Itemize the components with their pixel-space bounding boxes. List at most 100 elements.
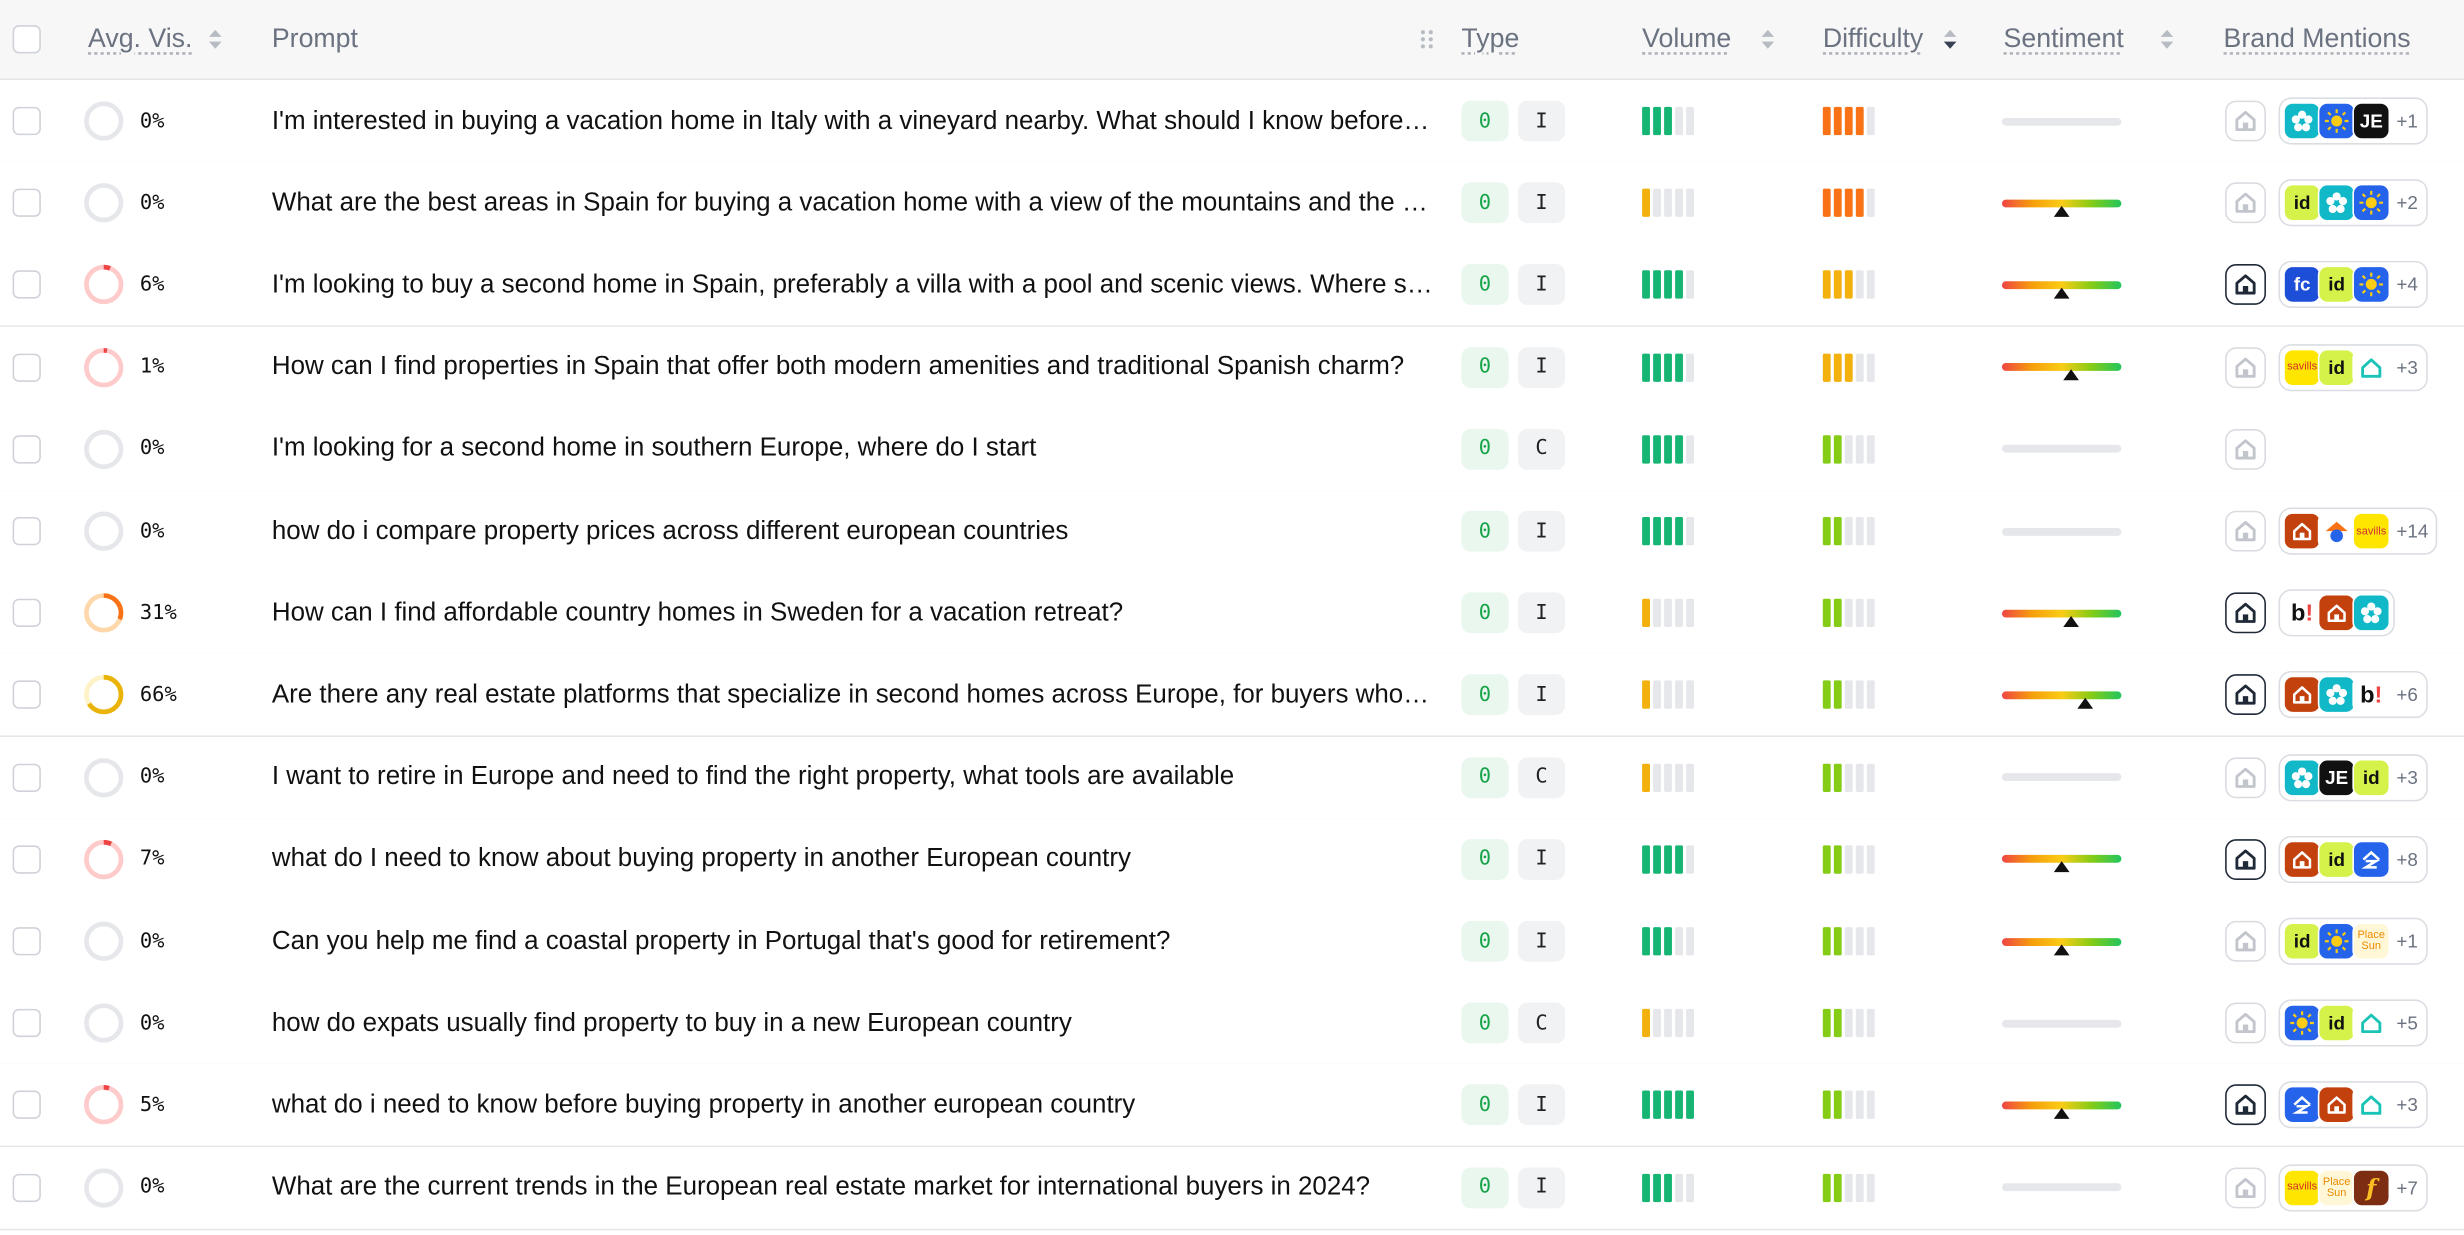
table-row[interactable]: 0% how do expats usually find property to… bbox=[0, 982, 2464, 1065]
row-checkbox[interactable] bbox=[13, 845, 41, 873]
brand-mentions-group[interactable]: id Place Sun +1 bbox=[2279, 918, 2428, 965]
header-sentiment[interactable]: Sentiment bbox=[2004, 0, 2175, 79]
own-brand-logo-icon[interactable] bbox=[2225, 1085, 2266, 1126]
table-row[interactable]: 0% I want to retire in Europe and need to… bbox=[0, 736, 2464, 819]
brand-mentions-group[interactable]: +3 bbox=[2279, 1082, 2428, 1129]
own-brand-logo-icon[interactable] bbox=[2225, 1167, 2266, 1208]
brand-mentions-group[interactable]: id +2 bbox=[2279, 179, 2428, 226]
level-bar bbox=[1845, 599, 1853, 627]
row-checkbox[interactable] bbox=[13, 1009, 41, 1037]
sort-icon[interactable] bbox=[2158, 28, 2174, 50]
table-row[interactable]: 5% what do i need to know before buying p… bbox=[0, 1064, 2464, 1147]
prompt-text[interactable]: how do expats usually find property to b… bbox=[272, 1008, 1435, 1038]
row-checkbox[interactable] bbox=[13, 189, 41, 217]
own-brand-logo-icon[interactable] bbox=[2225, 183, 2266, 224]
header-brand-mentions[interactable]: Brand Mentions bbox=[2224, 0, 2411, 79]
prompt-text[interactable]: How can I find properties in Spain that … bbox=[272, 352, 1435, 382]
table-row[interactable]: 66% Are there any real estate platforms t… bbox=[0, 654, 2464, 737]
prompt-text[interactable]: I'm interested in buying a vacation home… bbox=[272, 106, 1435, 136]
level-bar bbox=[1823, 107, 1831, 135]
brand-mentions-group[interactable]: b! bbox=[2279, 590, 2395, 637]
difficulty-bars bbox=[1823, 517, 1875, 545]
sentiment-gauge bbox=[2002, 363, 2121, 371]
brand-mentions-group[interactable]: id +8 bbox=[2279, 836, 2428, 883]
house-red-logo-icon bbox=[2318, 1086, 2356, 1124]
own-brand-logo-icon[interactable] bbox=[2225, 757, 2266, 798]
prompt-text[interactable]: I want to retire in Europe and need to f… bbox=[272, 762, 1435, 792]
row-checkbox[interactable] bbox=[13, 435, 41, 463]
brand-mentions-cell: b! +6 bbox=[2225, 654, 2427, 736]
prompt-text[interactable]: what do I need to know about buying prop… bbox=[272, 844, 1435, 874]
column-resize-handle[interactable] bbox=[1419, 0, 1435, 79]
own-brand-logo-icon[interactable] bbox=[2225, 429, 2266, 470]
table-row[interactable]: 0% What are the current trends in the Eur… bbox=[0, 1146, 2464, 1229]
row-checkbox[interactable] bbox=[13, 763, 41, 791]
row-checkbox[interactable] bbox=[13, 1091, 41, 1119]
sentiment-marker bbox=[2063, 369, 2079, 380]
prompt-text[interactable]: what do i need to know before buying pro… bbox=[272, 1090, 1435, 1120]
volume-bars bbox=[1642, 189, 1694, 217]
brand-mentions-group[interactable]: JE +1 bbox=[2279, 97, 2428, 144]
row-checkbox[interactable] bbox=[13, 517, 41, 545]
brand-mentions-group[interactable]: savills Place Sun f +7 bbox=[2279, 1164, 2428, 1211]
brand-mentions-group[interactable]: savills id +3 bbox=[2279, 343, 2428, 390]
table-row[interactable]: 0% Can you help me find a coastal propert… bbox=[0, 900, 2464, 983]
header-difficulty[interactable]: Difficulty bbox=[1823, 0, 1958, 79]
own-brand-logo-icon[interactable] bbox=[2225, 921, 2266, 962]
sort-icon[interactable] bbox=[1760, 28, 1776, 50]
prompt-text[interactable]: What are the best areas in Spain for buy… bbox=[272, 188, 1435, 218]
brand-mentions-group[interactable]: fc id +4 bbox=[2279, 261, 2428, 308]
own-brand-logo-icon[interactable] bbox=[2225, 839, 2266, 880]
level-bar bbox=[1834, 763, 1842, 791]
own-brand-logo-icon[interactable] bbox=[2225, 1003, 2266, 1044]
own-brand-logo-icon[interactable] bbox=[2225, 675, 2266, 716]
header-prompt[interactable]: Prompt bbox=[272, 0, 358, 79]
prompt-text[interactable]: I'm looking for a second home in souther… bbox=[272, 434, 1435, 464]
table-row[interactable]: 0% I'm looking for a second home in south… bbox=[0, 408, 2464, 491]
prompt-cell: what do i need to know before buying pro… bbox=[272, 1064, 1435, 1146]
own-brand-logo-icon[interactable] bbox=[2225, 347, 2266, 388]
header-volume[interactable]: Volume bbox=[1642, 0, 1775, 79]
prompt-text[interactable]: How can I find affordable country homes … bbox=[272, 598, 1435, 628]
prompt-text[interactable]: Can you help me find a coastal property … bbox=[272, 926, 1435, 956]
drag-handle-icon[interactable] bbox=[1419, 28, 1435, 50]
row-checkbox[interactable] bbox=[13, 681, 41, 709]
prompt-text[interactable]: Are there any real estate platforms that… bbox=[272, 680, 1435, 710]
select-all-checkbox[interactable] bbox=[13, 25, 41, 53]
brand-mentions-group[interactable]: JE id +3 bbox=[2279, 754, 2428, 801]
own-brand-logo-icon[interactable] bbox=[2225, 265, 2266, 306]
table-row[interactable]: 0% What are the best areas in Spain for b… bbox=[0, 162, 2464, 245]
prompt-text[interactable]: I'm looking to buy a second home in Spai… bbox=[272, 270, 1435, 300]
row-select-cell bbox=[13, 80, 41, 162]
row-checkbox[interactable] bbox=[13, 353, 41, 381]
brand-mentions-group[interactable]: b! +6 bbox=[2279, 672, 2428, 719]
row-checkbox[interactable] bbox=[13, 1173, 41, 1201]
row-checkbox[interactable] bbox=[13, 599, 41, 627]
row-checkbox[interactable] bbox=[13, 271, 41, 299]
level-bar bbox=[1686, 435, 1694, 463]
sort-icon[interactable] bbox=[208, 28, 224, 50]
prompt-text[interactable]: What are the current trends in the Europ… bbox=[272, 1172, 1435, 1202]
sort-desc-icon[interactable] bbox=[1942, 28, 1958, 50]
table-row[interactable]: 31% How can I find affordable country hom… bbox=[0, 572, 2464, 655]
table-row[interactable]: 0% I'm interested in buying a vacation ho… bbox=[0, 80, 2464, 163]
place-in-sun-logo-icon: Place Sun bbox=[2352, 922, 2390, 960]
table-row[interactable]: 6% I'm looking to buy a second home in Sp… bbox=[0, 244, 2464, 327]
brand-mentions-group[interactable]: id +5 bbox=[2279, 1000, 2428, 1047]
own-brand-logo-icon[interactable] bbox=[2225, 101, 2266, 142]
row-checkbox[interactable] bbox=[13, 107, 41, 135]
row-checkbox[interactable] bbox=[13, 927, 41, 955]
difficulty-bars bbox=[1823, 435, 1875, 463]
brand-mentions-group[interactable]: savills +14 bbox=[2279, 508, 2438, 555]
level-bar bbox=[1867, 763, 1875, 791]
table-row[interactable]: 7% what do I need to know about buying pr… bbox=[0, 818, 2464, 901]
own-brand-logo-icon[interactable] bbox=[2225, 593, 2266, 634]
prompt-text[interactable]: how do i compare property prices across … bbox=[272, 516, 1435, 546]
level-bar bbox=[1823, 517, 1831, 545]
header-type[interactable]: Type bbox=[1461, 0, 1519, 79]
header-avg-vis[interactable]: Avg. Vis. bbox=[88, 0, 224, 79]
intent-badge: C bbox=[1518, 1003, 1565, 1044]
own-brand-logo-icon[interactable] bbox=[2225, 511, 2266, 552]
table-row[interactable]: 1% How can I find properties in Spain tha… bbox=[0, 326, 2464, 409]
table-row[interactable]: 0% how do i compare property prices acros… bbox=[0, 490, 2464, 573]
